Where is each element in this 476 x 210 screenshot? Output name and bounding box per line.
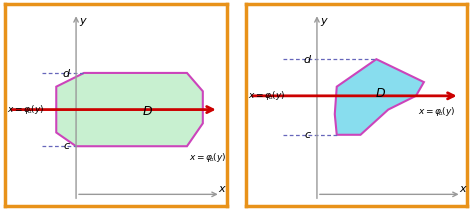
Text: x: x [458, 184, 465, 194]
Text: $D$: $D$ [141, 105, 152, 118]
Polygon shape [56, 73, 202, 146]
Text: $x=\varphi_{\!\!左}(y)$: $x=\varphi_{\!\!左}(y)$ [7, 103, 44, 116]
Text: $d$: $d$ [62, 67, 71, 79]
Text: x: x [218, 184, 224, 194]
Text: y: y [319, 16, 326, 26]
Text: $c$: $c$ [63, 141, 71, 151]
Text: $x=\varphi_{\!\!左}(y)$: $x=\varphi_{\!\!左}(y)$ [247, 89, 285, 102]
Text: $c$: $c$ [304, 130, 312, 140]
Text: y: y [79, 16, 86, 26]
Polygon shape [334, 59, 423, 135]
Text: $D$: $D$ [374, 87, 385, 100]
Text: $d$: $d$ [302, 53, 312, 65]
Text: $x=\varphi_{\!\!右}(y)$: $x=\varphi_{\!\!右}(y)$ [188, 151, 226, 164]
Text: $x=\varphi_{\!\!右}(y)$: $x=\varphi_{\!\!右}(y)$ [417, 105, 455, 118]
